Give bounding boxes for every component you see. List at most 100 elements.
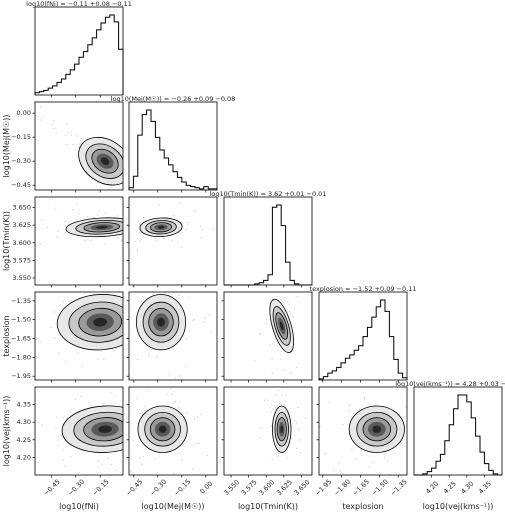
sample-point xyxy=(66,289,67,290)
panel-1-1 xyxy=(128,101,218,193)
contour-level-4 xyxy=(279,321,284,331)
sample-point xyxy=(131,170,132,171)
sample-point xyxy=(171,393,173,395)
panel-content xyxy=(33,203,185,245)
sample-point xyxy=(140,355,141,356)
sample-point xyxy=(271,372,273,374)
sample-point xyxy=(65,361,68,363)
sample-point xyxy=(333,469,335,471)
sample-point xyxy=(193,318,195,321)
sample-point xyxy=(137,219,139,221)
sample-point xyxy=(63,300,65,303)
sample-point xyxy=(294,434,296,436)
sample-point xyxy=(32,351,33,352)
sample-point xyxy=(281,403,283,405)
sample-point xyxy=(267,399,269,401)
sample-point xyxy=(80,138,82,140)
panel-frame xyxy=(223,196,313,286)
sample-point xyxy=(156,471,158,473)
x-tick-label: 3.650 xyxy=(293,478,312,497)
sample-point xyxy=(177,263,178,264)
sample-point xyxy=(348,410,350,412)
sample-point xyxy=(79,143,81,145)
sample-point xyxy=(160,209,161,210)
sample-point xyxy=(108,269,109,270)
sample-point xyxy=(156,186,157,187)
sample-point xyxy=(286,457,288,459)
sample-point xyxy=(150,182,151,183)
sample-point xyxy=(125,236,126,237)
panel-content xyxy=(130,368,209,475)
sample-point xyxy=(133,238,134,239)
sample-point xyxy=(79,212,81,215)
x-tick-label: 0.00 xyxy=(198,480,214,496)
x-tick-label: −0.15 xyxy=(91,478,111,498)
sample-point xyxy=(97,358,99,361)
sample-point xyxy=(276,405,278,407)
histogram-title-vej: log10(vej(kms⁻¹)) = 4.28 +0.03 −0.03 xyxy=(395,380,505,388)
sample-point xyxy=(33,228,34,229)
sample-point xyxy=(175,401,177,403)
sample-point xyxy=(27,282,28,283)
panel-4-0 xyxy=(32,386,219,478)
sample-point xyxy=(60,435,62,437)
sample-point xyxy=(145,219,146,220)
sample-point xyxy=(104,212,106,214)
y-tick-label: 3.550 xyxy=(12,274,31,282)
sample-point xyxy=(71,387,72,388)
sample-point xyxy=(178,295,180,297)
sample-point xyxy=(50,327,52,329)
sample-point xyxy=(425,403,426,404)
x-tick-label: 3.625 xyxy=(275,478,294,497)
sample-point xyxy=(140,199,141,200)
sample-point xyxy=(148,353,150,355)
sample-point xyxy=(218,406,219,407)
sample-point xyxy=(188,221,190,223)
sample-point xyxy=(292,316,294,318)
sample-point xyxy=(339,470,342,472)
sample-point xyxy=(148,355,150,357)
x-tick-label: −1.50 xyxy=(370,478,390,498)
sample-point xyxy=(297,274,298,275)
panel-content xyxy=(319,385,426,472)
sample-point xyxy=(277,228,278,229)
sample-point xyxy=(178,368,179,369)
panel-frame xyxy=(128,291,218,381)
sample-point xyxy=(166,393,168,396)
sample-point xyxy=(117,237,119,239)
sample-point xyxy=(86,216,88,218)
sample-point xyxy=(158,214,159,215)
sample-point xyxy=(135,178,136,179)
sample-point xyxy=(157,273,158,274)
histogram-title-Tmin: log10(Tmin(K)) = 3.62 +0.01 −0.01 xyxy=(210,190,327,198)
panel-frame xyxy=(128,386,218,476)
panel-3-1 xyxy=(107,263,218,402)
sample-point xyxy=(130,471,132,473)
sample-point xyxy=(184,228,185,229)
sample-point xyxy=(193,418,195,420)
sample-point xyxy=(107,377,108,378)
sample-point xyxy=(150,401,151,402)
x-axis-label-fNi: log10(fNi) xyxy=(59,502,99,511)
panel-content xyxy=(27,269,141,388)
sample-point xyxy=(269,344,271,347)
sample-point xyxy=(150,198,151,199)
sample-point xyxy=(56,236,58,238)
contour-level-4 xyxy=(98,425,112,433)
sample-point xyxy=(76,135,78,137)
sample-point xyxy=(368,466,370,468)
sample-point xyxy=(298,439,301,441)
sample-point xyxy=(210,331,212,333)
sample-point xyxy=(136,280,137,281)
y-axis-label-4: log10(vej(kms⁻¹)) xyxy=(2,396,11,467)
sample-point xyxy=(176,298,178,300)
sample-point xyxy=(372,385,373,386)
panel-content xyxy=(254,228,299,374)
x-tick-label: −1.65 xyxy=(351,478,371,498)
sample-point xyxy=(78,271,79,272)
contour-level-4 xyxy=(96,225,108,229)
sample-point xyxy=(280,350,282,352)
sample-point xyxy=(168,373,171,376)
contour-level-4 xyxy=(158,425,167,433)
sample-point xyxy=(286,450,288,452)
